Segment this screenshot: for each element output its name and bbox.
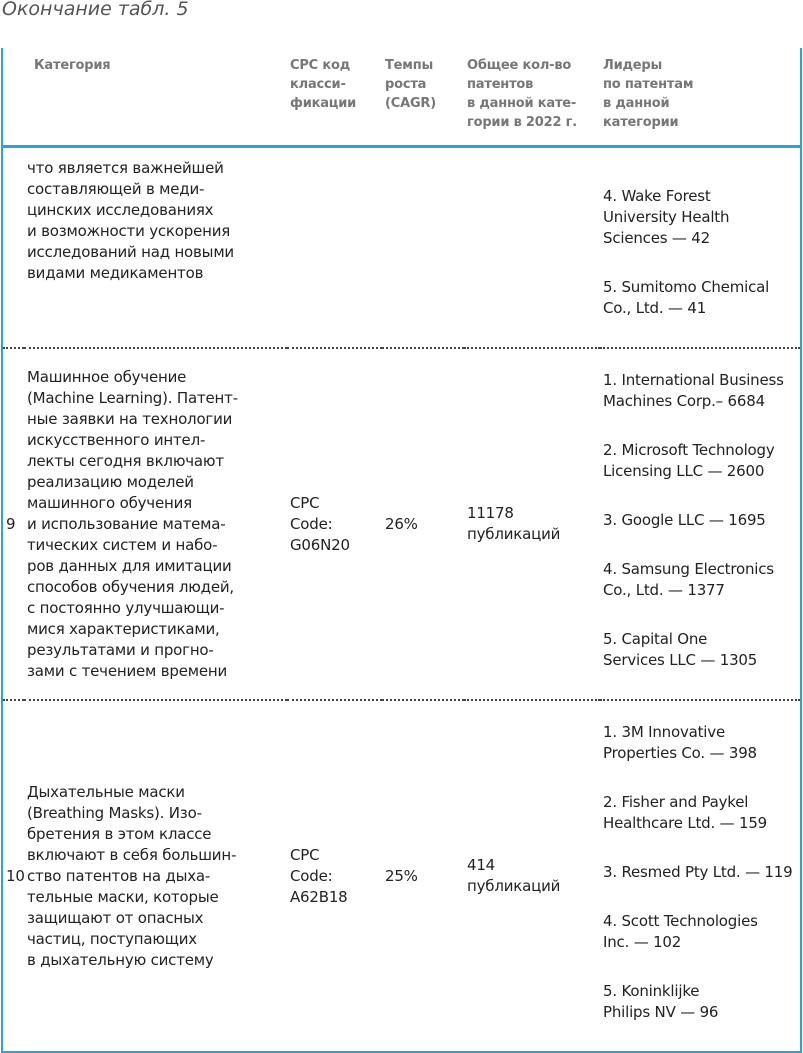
- leader-item: 1. International Business Machines Corp.…: [603, 371, 784, 410]
- row-category: Дыхательные маски (Breathing Masks). Изо…: [27, 782, 237, 969]
- row-num: 9: [2, 348, 24, 701]
- row-num: [2, 146, 24, 349]
- row-cagr: [382, 146, 464, 349]
- row-category: Машинное обучение (Machine Learning). Па…: [24, 348, 287, 701]
- leader-item: 1. 3M Innovative Properties Co. — 398: [603, 723, 757, 762]
- header-cpc: CPC код класси- фикации: [287, 48, 382, 148]
- header-category: Категория: [24, 48, 287, 148]
- row-num: 10: [6, 866, 25, 885]
- leader-item: 2. Fisher and Paykel Healthcare Ltd. — 1…: [603, 793, 768, 832]
- leader-item: 5. Capital One Services LLC — 1305: [603, 630, 758, 669]
- table-row: что является важнейшей составляющей в ме…: [2, 146, 801, 349]
- patent-table: Категория CPC код класси- фикации Темпы …: [1, 48, 802, 1053]
- row-leaders: 1. 3M Innovative Properties Co. — 398 2.…: [600, 700, 801, 1052]
- row-cpc: [287, 146, 382, 349]
- row-cagr: 26%: [382, 348, 464, 701]
- header-leaders: Лидеры по патентам в данной категории: [600, 48, 801, 148]
- leader-item: 4. Samsung Electronics Co., Ltd. — 1377: [603, 560, 774, 599]
- leader-item: 3. Google LLC — 1695: [603, 511, 766, 529]
- row-leaders: 1. International Business Machines Corp.…: [600, 348, 801, 701]
- leader-item: 5. Koninklijke Philips NV — 96: [603, 982, 719, 1021]
- leader-item: 4. Wake Forest University Health Science…: [603, 187, 730, 247]
- row-total: 414 публикаций: [467, 856, 561, 895]
- header-row: Категория CPC код класси- фикации Темпы …: [2, 48, 801, 148]
- leader-item: 2. Microsoft Technology Licensing LLC — …: [603, 441, 775, 480]
- row-category: что является важнейшей составляющей в ме…: [24, 146, 287, 349]
- row-cpc: CPC Code: G06N20: [287, 348, 382, 701]
- leader-item: 4. Scott Technologies Inc. — 102: [603, 912, 758, 951]
- row-total: 11178 публикаций: [464, 348, 600, 701]
- row-cpc: CPC Code: A62B18: [290, 845, 348, 906]
- table-row: 10 Дыхательные маски (Breathing Masks). …: [2, 700, 801, 1052]
- leader-item: 3. Resmed Pty Ltd. — 119: [603, 863, 793, 881]
- row-total: [464, 146, 600, 349]
- table-caption: Окончание табл. 5: [2, 0, 189, 20]
- header-cagr: Темпы роста (CAGR): [382, 48, 464, 148]
- row-cagr: 25%: [385, 866, 418, 885]
- header-num: [2, 48, 24, 148]
- row-leaders: 4. Wake Forest University Health Science…: [600, 146, 801, 349]
- table-row: 9 Машинное обучение (Machine Learning). …: [2, 348, 801, 701]
- header-total: Общее кол-во патентов в данной кате- гор…: [464, 48, 600, 148]
- leader-item: 5. Sumitomo Chemical Co., Ltd. — 41: [603, 278, 770, 317]
